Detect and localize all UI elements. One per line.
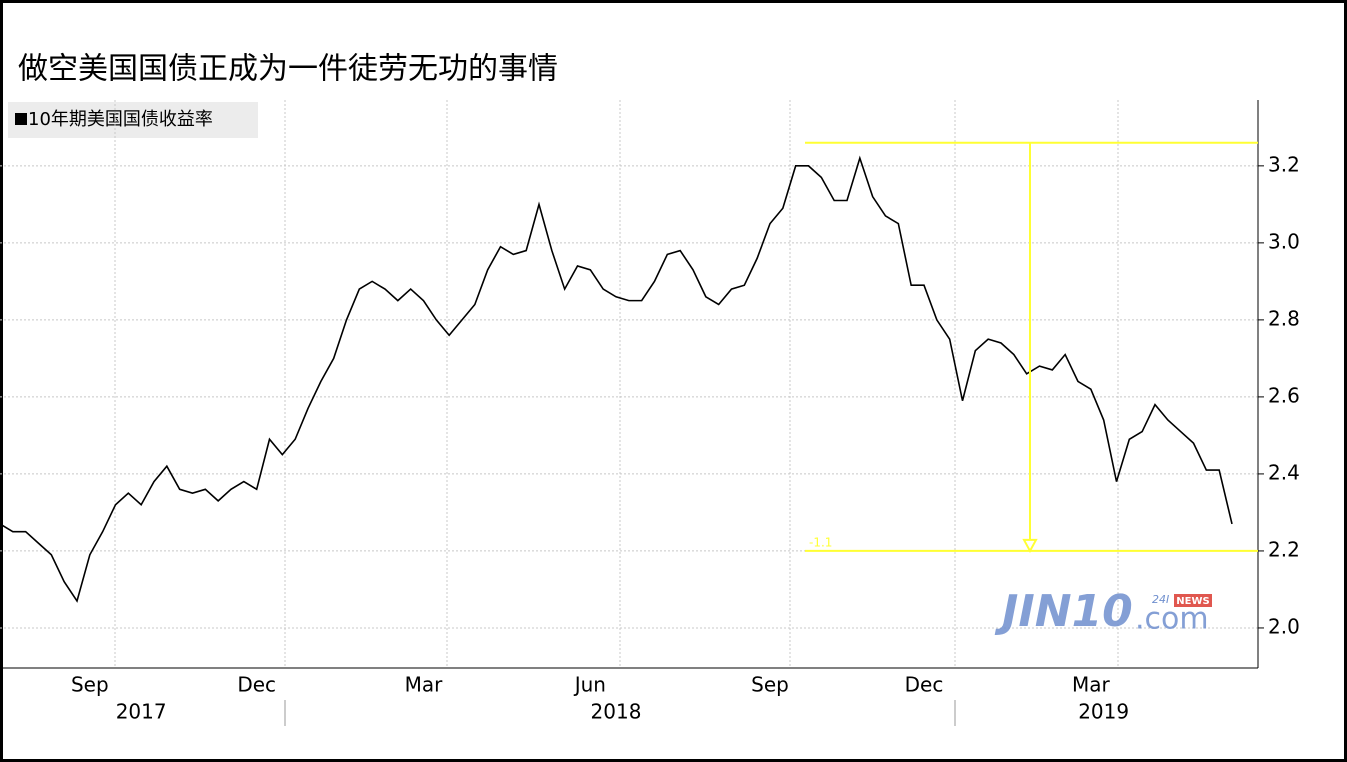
watermark-tag: 24I — [1152, 593, 1169, 606]
y-tick-label: 2.6 — [1268, 383, 1300, 407]
watermark-badge: NEWS — [1176, 596, 1209, 607]
annotation-label: -1.1 — [809, 535, 832, 549]
y-tick-label: 2.8 — [1268, 306, 1300, 330]
year-label: 2017 — [116, 700, 167, 724]
x-tick-label: Sep — [751, 673, 789, 697]
watermark-badge-bg — [1174, 594, 1212, 607]
y-tick-label: 2.0 — [1268, 614, 1300, 638]
x-tick-label: Mar — [405, 673, 444, 697]
watermark-suffix: .com — [1135, 602, 1209, 637]
legend-box — [8, 102, 258, 138]
y-tick-label: 3.0 — [1268, 229, 1300, 253]
x-tick-label: Dec — [237, 673, 276, 697]
watermark-brand: JIN10 — [994, 586, 1133, 637]
legend-swatch — [15, 113, 27, 125]
year-label: 2018 — [591, 700, 642, 724]
arrow-head — [1022, 538, 1038, 554]
chart-title: 做空美国国债正成为一件徒劳无功的事情 — [18, 52, 558, 87]
y-tick-label: 3.2 — [1268, 152, 1300, 176]
year-label: 2019 — [1078, 700, 1129, 724]
legend-label: 10年期美国国债收益率 — [28, 109, 213, 130]
x-tick-label: Mar — [1072, 673, 1111, 697]
series-line — [0, 155, 1233, 603]
x-tick-label: Dec — [905, 673, 944, 697]
y-tick-label: 2.4 — [1268, 460, 1300, 484]
x-tick-label: Sep — [71, 673, 109, 697]
x-tick-label: Jun — [573, 673, 606, 697]
y-tick-label: 2.2 — [1268, 537, 1300, 561]
